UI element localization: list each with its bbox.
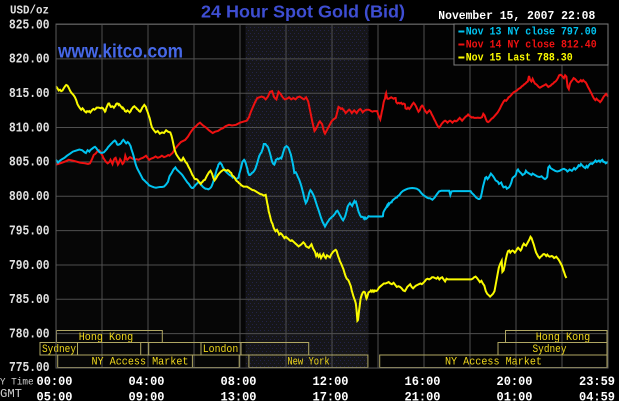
svg-text:790.00: 790.00 — [9, 259, 50, 274]
svg-text:09:00: 09:00 — [129, 390, 165, 401]
svg-text:Nov 13 NY close 797.00: Nov 13 NY close 797.00 — [466, 27, 597, 39]
svg-text:785.00: 785.00 — [9, 293, 50, 308]
svg-text:GMT: GMT — [0, 387, 22, 401]
svg-text:05:00: 05:00 — [37, 390, 73, 401]
svg-text:Nov 14 NY close 812.40: Nov 14 NY close 812.40 — [466, 40, 597, 52]
svg-text:24 Hour Spot Gold (Bid): 24 Hour Spot Gold (Bid) — [201, 1, 405, 21]
svg-text:London: London — [203, 344, 239, 356]
svg-text:805.00: 805.00 — [9, 156, 50, 171]
svg-text:810.00: 810.00 — [9, 121, 50, 136]
svg-text:Nov 15 Last 788.30: Nov 15 Last 788.30 — [466, 53, 573, 65]
svg-text:00:00: 00:00 — [37, 374, 73, 389]
svg-text:01:00: 01:00 — [497, 390, 533, 401]
svg-text:20:00: 20:00 — [497, 374, 533, 389]
svg-text:www.kitco.com: www.kitco.com — [57, 42, 183, 63]
svg-text:825.00: 825.00 — [9, 18, 50, 33]
svg-text:NY Access Market: NY Access Market — [445, 357, 542, 369]
svg-text:815.00: 815.00 — [9, 87, 50, 102]
svg-text:13:00: 13:00 — [221, 390, 257, 401]
svg-text:820.00: 820.00 — [9, 53, 50, 68]
svg-text:795.00: 795.00 — [9, 224, 50, 239]
svg-text:780.00: 780.00 — [9, 328, 50, 343]
svg-text:17:00: 17:00 — [313, 390, 349, 401]
svg-text:12:00: 12:00 — [313, 374, 349, 389]
svg-text:775.00: 775.00 — [9, 361, 50, 376]
svg-text:Hong Kong: Hong Kong — [536, 332, 591, 344]
svg-text:16:00: 16:00 — [405, 374, 441, 389]
svg-text:04:59: 04:59 — [579, 390, 615, 401]
svg-text:Hong Kong: Hong Kong — [79, 332, 134, 344]
svg-text:USD/oz: USD/oz — [10, 4, 49, 18]
svg-text:08:00: 08:00 — [221, 374, 257, 389]
svg-text:04:00: 04:00 — [129, 374, 165, 389]
svg-text:21:00: 21:00 — [405, 390, 441, 401]
svg-text:23:59: 23:59 — [579, 374, 615, 389]
svg-text:NY Time: NY Time — [0, 377, 34, 389]
svg-text:Sydney: Sydney — [42, 344, 76, 356]
svg-text:Sydney: Sydney — [533, 344, 567, 356]
svg-text:800.00: 800.00 — [9, 190, 50, 205]
svg-text:NY Access Market: NY Access Market — [92, 357, 189, 369]
svg-text:New York: New York — [287, 357, 330, 369]
svg-text:November 15, 2007 22:08: November 15, 2007 22:08 — [438, 9, 595, 23]
